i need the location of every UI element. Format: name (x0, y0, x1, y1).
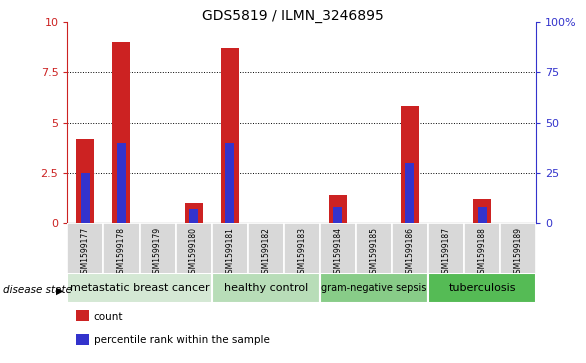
Text: GSM1599188: GSM1599188 (478, 227, 486, 278)
Text: percentile rank within the sample: percentile rank within the sample (94, 335, 270, 345)
Text: GDS5819 / ILMN_3246895: GDS5819 / ILMN_3246895 (202, 9, 384, 23)
Bar (176, 223, 212, 274)
Bar (248, 223, 284, 274)
Text: GSM1599177: GSM1599177 (81, 227, 90, 278)
Text: GSM1599178: GSM1599178 (117, 227, 126, 278)
Bar (212, 273, 320, 303)
Bar (333, 207, 342, 223)
Bar (500, 223, 536, 274)
Bar (478, 207, 486, 223)
Bar (81, 173, 90, 223)
Text: GSM1599189: GSM1599189 (514, 227, 523, 278)
Text: GSM1599183: GSM1599183 (297, 227, 306, 278)
Bar (392, 223, 428, 274)
Bar (225, 143, 234, 223)
Bar (356, 223, 392, 274)
Text: GSM1599185: GSM1599185 (369, 227, 379, 278)
Bar (113, 42, 131, 223)
Bar (67, 223, 104, 274)
Bar (329, 195, 347, 223)
Bar (221, 48, 239, 223)
Bar (284, 223, 320, 274)
Text: GSM1599181: GSM1599181 (225, 227, 234, 278)
Text: tuberculosis: tuberculosis (448, 283, 516, 293)
Bar (473, 199, 491, 223)
Bar (189, 209, 198, 223)
Bar (320, 273, 428, 303)
Bar (406, 163, 414, 223)
Bar (428, 273, 536, 303)
Bar (185, 203, 203, 223)
Text: gram-negative sepsis: gram-negative sepsis (321, 283, 427, 293)
Text: healthy control: healthy control (224, 283, 308, 293)
Bar (76, 139, 94, 223)
Text: GSM1599182: GSM1599182 (261, 227, 270, 278)
Bar (320, 223, 356, 274)
Bar (67, 273, 212, 303)
Bar (104, 223, 139, 274)
Bar (464, 223, 500, 274)
Text: GSM1599187: GSM1599187 (441, 227, 451, 278)
Text: metastatic breast cancer: metastatic breast cancer (70, 283, 209, 293)
Bar (117, 143, 126, 223)
Bar (212, 223, 248, 274)
Text: ▶: ▶ (56, 285, 63, 295)
Text: disease state: disease state (3, 285, 72, 295)
Text: GSM1599186: GSM1599186 (406, 227, 414, 278)
Text: count: count (94, 311, 123, 322)
Text: GSM1599184: GSM1599184 (333, 227, 342, 278)
Text: GSM1599179: GSM1599179 (153, 227, 162, 278)
Bar (401, 106, 419, 223)
Text: GSM1599180: GSM1599180 (189, 227, 198, 278)
Bar (139, 223, 176, 274)
Bar (428, 223, 464, 274)
